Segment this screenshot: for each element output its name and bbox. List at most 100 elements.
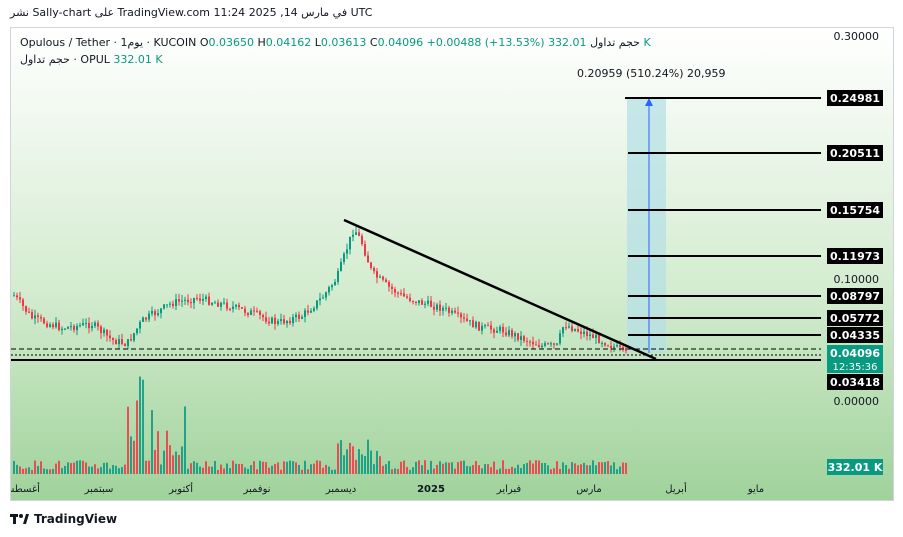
volume-bar: [67, 462, 69, 474]
volume-bar: [172, 455, 174, 474]
volume-bar: [235, 463, 237, 474]
volume-bar: [619, 466, 621, 474]
candle-body: [13, 295, 15, 297]
volume-bar: [166, 430, 168, 474]
candle-body: [469, 320, 471, 322]
drawn-lines: [11, 97, 821, 361]
candle-body: [355, 232, 357, 235]
candle-body: [343, 253, 345, 263]
volume-bar: [100, 467, 102, 474]
time-axis-label: سبتمبر: [84, 484, 114, 495]
candle-body: [322, 297, 324, 299]
volume-bar: [187, 468, 189, 474]
volume-bar: [517, 464, 519, 474]
candle-body: [304, 310, 306, 317]
volume-bar: [466, 465, 468, 474]
footer-brand[interactable]: TradingView: [10, 512, 117, 526]
volume-bar: [586, 465, 588, 474]
candle-body: [148, 313, 150, 320]
volume-bar: [49, 469, 51, 474]
candle-body: [481, 325, 483, 331]
volume-bar: [13, 460, 15, 474]
volume-bar: [94, 464, 96, 474]
candle-body: [202, 298, 204, 301]
candle-body: [316, 300, 318, 309]
candle-body: [235, 304, 237, 307]
candle-body: [274, 317, 276, 324]
volume-bar: [520, 467, 522, 474]
measure-range-fill: [627, 98, 666, 353]
candle-body: [415, 301, 417, 303]
candle-body: [25, 306, 27, 312]
volume-bar: [571, 462, 573, 474]
time-axis-label: ديسمبر: [325, 484, 356, 495]
candle-body: [463, 317, 465, 319]
volume-bar: [385, 464, 387, 474]
candle-body: [85, 322, 87, 324]
candle-body: [541, 345, 543, 348]
volume-bar: [595, 465, 597, 474]
candle-body: [526, 340, 528, 342]
candle-body: [244, 308, 246, 313]
candle-body: [616, 345, 618, 347]
volume-bar: [142, 379, 144, 474]
candle-body: [259, 311, 261, 315]
volume-bar: [481, 468, 483, 474]
volume-bar: [238, 463, 240, 474]
volume-bar: [145, 460, 147, 474]
measure-arrow-head: [645, 98, 653, 106]
volume-bar: [160, 464, 162, 474]
candle-body: [613, 346, 615, 348]
target-level-label: 0.11973: [830, 250, 880, 263]
volume-bar: [265, 462, 267, 474]
candle-body: [112, 338, 114, 341]
measure-box: 0.20959 (510.24%) 20,959: [577, 67, 726, 353]
candle-body: [58, 322, 60, 331]
volume-bar: [451, 462, 453, 474]
candle-body: [283, 319, 285, 324]
downtrend-line: [343, 218, 657, 361]
candle-body: [88, 322, 90, 329]
candle-body: [31, 312, 33, 319]
volume-bar: [97, 468, 99, 474]
volume-bar: [277, 462, 279, 474]
candle-body: [106, 329, 108, 336]
close-value: 0.04096: [377, 36, 424, 49]
publish-line: نشر Sally-chart على TradingView.com في م…: [10, 6, 373, 19]
candle-body: [64, 328, 66, 330]
volume-bar: [532, 463, 534, 474]
volume-bar: [133, 440, 135, 474]
target-level-label: 0.24981: [830, 92, 880, 105]
volume-bar: [55, 463, 57, 474]
volume-bar: [31, 469, 33, 474]
volume-bar: [430, 460, 432, 474]
volume-bar: [550, 469, 552, 474]
volume-bar: [337, 443, 339, 474]
candle-body: [364, 244, 366, 256]
candle-body: [472, 320, 474, 328]
candle-body: [433, 306, 435, 310]
candle-body: [493, 329, 495, 333]
candle-body: [442, 307, 444, 311]
volume-bar: [229, 468, 231, 474]
chart-canvas[interactable]: 0.20959 (510.24%) 20,959 0.300000.250000…: [11, 28, 894, 501]
volume-bar: [40, 461, 42, 474]
candle-body: [82, 323, 84, 326]
candle-body: [610, 345, 612, 348]
candle-body: [187, 299, 189, 303]
price-axis-label: 0.30000: [834, 30, 880, 43]
volume-bar: [202, 467, 204, 474]
candle-body: [172, 303, 174, 307]
volume-bar: [46, 469, 48, 474]
chart-frame[interactable]: 0.20959 (510.24%) 20,959 0.300000.250000…: [10, 27, 894, 501]
candle-body: [448, 307, 450, 313]
candle-body: [601, 342, 603, 344]
volume-bar: [232, 460, 234, 474]
candle-body: [451, 310, 453, 313]
volume-bar: [331, 469, 333, 474]
volume-bar: [505, 468, 507, 474]
candle-body: [427, 300, 429, 304]
volume-bar: [406, 467, 408, 474]
volume-bar: [445, 462, 447, 474]
candle-body: [496, 330, 498, 333]
